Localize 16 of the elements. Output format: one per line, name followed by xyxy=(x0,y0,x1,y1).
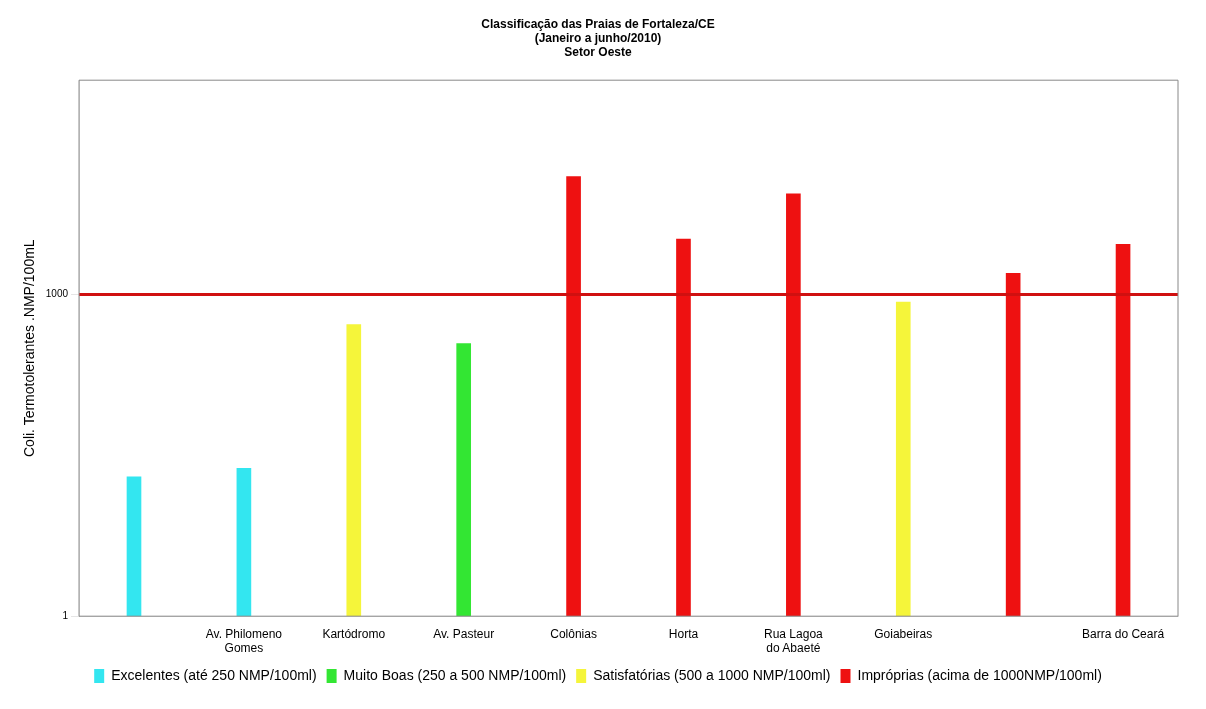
y-tick-label: 1 xyxy=(62,609,69,621)
y-axis-title: Coli. Termotolerantes .NMP/100mL xyxy=(21,239,38,457)
x-tick-label: Barra do Ceará xyxy=(1082,626,1165,641)
y-tick-label: 1000 xyxy=(45,288,69,300)
x-tick-label: Kartódromo xyxy=(322,626,386,641)
x-tick-label: Horta xyxy=(668,626,699,641)
chart-title: Classificação das Praias de Fortaleza/CE (Janeiro a junho/2010) Setor Oeste xyxy=(481,16,715,60)
x-tick-label: Av. Pasteur xyxy=(433,626,495,641)
legend-label: Impróprias (acima de 1000NMP/100ml) xyxy=(857,666,1102,683)
legend-label: Satisfatórias (500 a 1000 NMP/100ml) xyxy=(593,666,831,683)
x-tick-label: Goiabeiras xyxy=(874,626,933,641)
legend-label: Excelentes (até 250 NMP/100ml) xyxy=(111,666,317,683)
x-tick-label: Colônias xyxy=(550,626,597,641)
legend-label: Muito Boas (250 a 500 NMP/100ml) xyxy=(343,666,567,683)
x-tick-label: Av. Philomeno Gomes xyxy=(205,626,283,656)
x-tick-label: Rua Lagoa do Abaeté xyxy=(764,626,824,656)
